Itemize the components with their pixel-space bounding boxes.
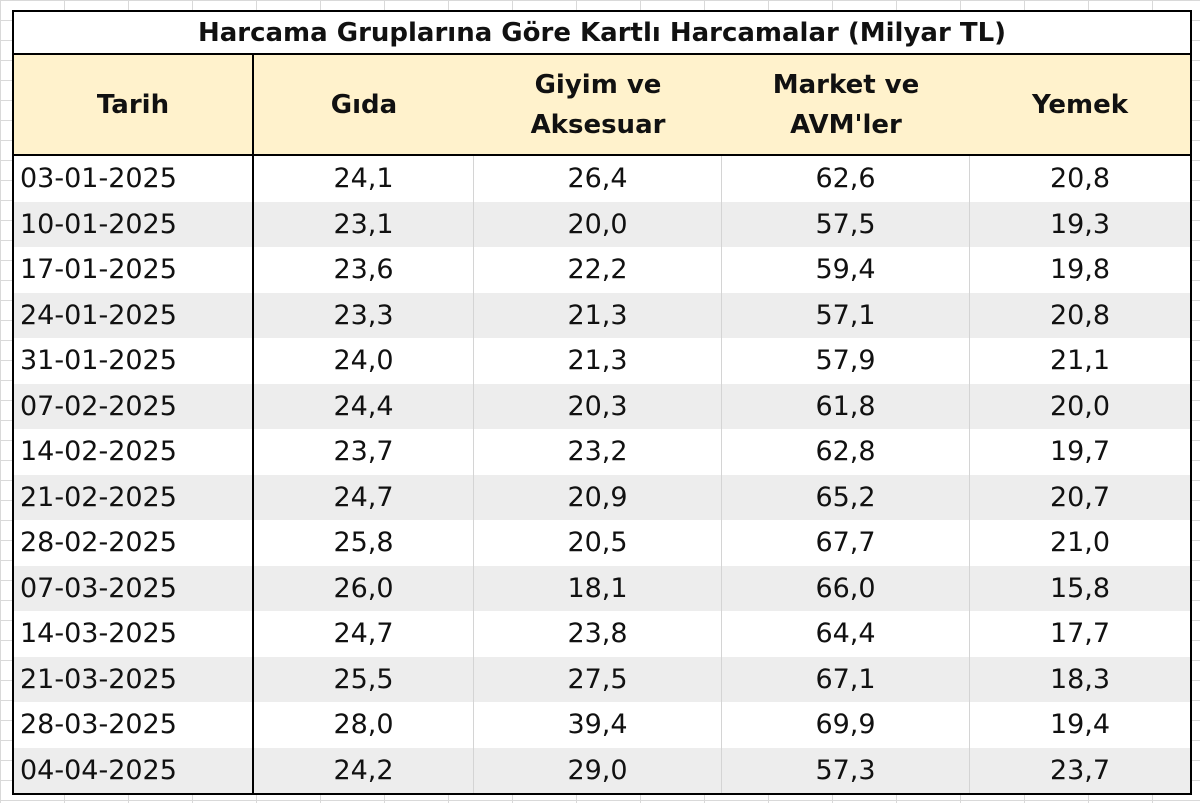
- gida-cell: 24,0: [254, 338, 474, 384]
- gida-cell: 23,1: [254, 201, 474, 247]
- gida-cell: 25,5: [254, 656, 474, 702]
- market-cell: 57,9: [722, 338, 970, 384]
- market-cell: 57,3: [722, 747, 970, 793]
- table-row: 31-01-2025 24,0 21,3 57,9 21,1: [14, 338, 1190, 384]
- table-title: Harcama Gruplarına Göre Kartlı Harcamala…: [14, 12, 1190, 56]
- yemek-cell: 19,8: [1049, 254, 1111, 286]
- date-cell: 14-03-2025: [14, 611, 254, 657]
- header-market-avm: Market ve AVM'ler: [772, 69, 920, 140]
- gida-cell: 26,0: [254, 565, 474, 611]
- table-row: 03-01-2025 24,1 26,4 62,6 20,8: [14, 156, 1190, 202]
- header-row: Tarih Gıda Giyim ve Aksesuar Market ve A…: [14, 55, 1190, 156]
- giyim-cell: 27,5: [474, 656, 722, 702]
- date-cell: 04-04-2025: [14, 747, 254, 793]
- yemek-cell: 23,7: [1049, 754, 1111, 786]
- table-row: 10-01-2025 23,1 20,0 57,5 19,3: [14, 201, 1190, 247]
- date-cell: 31-01-2025: [14, 338, 254, 384]
- giyim-cell: 20,3: [474, 383, 722, 429]
- giyim-cell: 21,3: [474, 292, 722, 338]
- date-cell: 24-01-2025: [14, 292, 254, 338]
- gida-cell: 23,3: [254, 292, 474, 338]
- giyim-cell: 20,9: [474, 474, 722, 520]
- yemek-cell: 20,7: [1049, 481, 1111, 513]
- market-cell: 57,1: [722, 292, 970, 338]
- yemek-cell: 20,8: [1049, 299, 1111, 331]
- yemek-cell: 17,7: [1049, 618, 1111, 650]
- table-row: 21-03-2025 25,5 27,5 67,1 18,3: [14, 656, 1190, 702]
- header-yemek: Yemek: [1031, 89, 1129, 120]
- date-cell: 07-02-2025: [14, 383, 254, 429]
- table-row: 14-03-2025 24,7 23,8 64,4 17,7: [14, 611, 1190, 657]
- table-row: 21-02-2025 24,7 20,9 65,2 20,7: [14, 474, 1190, 520]
- yemek-cell: 20,0: [1049, 390, 1111, 422]
- gida-cell: 25,8: [254, 520, 474, 566]
- header-giyim-aksesuar: Giyim ve Aksesuar: [530, 69, 666, 140]
- gida-cell: 24,2: [254, 747, 474, 793]
- giyim-cell: 23,2: [474, 429, 722, 475]
- date-cell: 14-02-2025: [14, 429, 254, 475]
- giyim-cell: 20,0: [474, 201, 722, 247]
- yemek-cell: 21,1: [1049, 345, 1111, 377]
- table-row: 28-03-2025 28,0 39,4 69,9 19,4: [14, 702, 1190, 748]
- market-cell: 65,2: [722, 474, 970, 520]
- date-cell: 21-03-2025: [14, 656, 254, 702]
- gida-cell: 24,4: [254, 383, 474, 429]
- giyim-cell: 21,3: [474, 338, 722, 384]
- header-tarih: Tarih: [14, 55, 254, 154]
- gida-cell: 24,7: [254, 474, 474, 520]
- giyim-cell: 29,0: [474, 747, 722, 793]
- table-row: 14-02-2025 23,7 23,2 62,8 19,7: [14, 429, 1190, 475]
- table-row: 24-01-2025 23,3 21,3 57,1 20,8: [14, 292, 1190, 338]
- yemek-cell: 19,3: [1049, 208, 1111, 240]
- yemek-cell: 21,0: [1049, 527, 1111, 559]
- market-cell: 67,7: [722, 520, 970, 566]
- market-cell: 57,5: [722, 201, 970, 247]
- date-cell: 07-03-2025: [14, 565, 254, 611]
- date-cell: 03-01-2025: [14, 156, 254, 202]
- yemek-cell: 20,8: [1049, 163, 1111, 195]
- giyim-cell: 22,2: [474, 247, 722, 293]
- table-row: 04-04-2025 24,2 29,0 57,3 23,7: [14, 747, 1190, 793]
- date-cell: 28-03-2025: [14, 702, 254, 748]
- yemek-cell: 19,7: [1049, 436, 1111, 468]
- table-row: 28-02-2025 25,8 20,5 67,7 21,0: [14, 520, 1190, 566]
- spending-table: Harcama Gruplarına Göre Kartlı Harcamala…: [12, 10, 1192, 795]
- market-cell: 64,4: [722, 611, 970, 657]
- gida-cell: 23,7: [254, 429, 474, 475]
- giyim-cell: 20,5: [474, 520, 722, 566]
- market-cell: 67,1: [722, 656, 970, 702]
- gida-cell: 24,7: [254, 611, 474, 657]
- table-row: 07-03-2025 26,0 18,1 66,0 15,8: [14, 565, 1190, 611]
- header-gida: Gıda: [330, 89, 398, 120]
- date-cell: 28-02-2025: [14, 520, 254, 566]
- date-cell: 17-01-2025: [14, 247, 254, 293]
- market-cell: 61,8: [722, 383, 970, 429]
- table-body: 03-01-2025 24,1 26,4 62,6 20,8 10-01-2025 23,1…: [14, 156, 1190, 793]
- table-row: 07-02-2025 24,4 20,3 61,8 20,0: [14, 383, 1190, 429]
- market-cell: 62,8: [722, 429, 970, 475]
- giyim-cell: 23,8: [474, 611, 722, 657]
- yemek-cell: 15,8: [1049, 572, 1111, 604]
- table-row: 17-01-2025 23,6 22,2 59,4 19,8: [14, 247, 1190, 293]
- date-cell: 10-01-2025: [14, 201, 254, 247]
- yemek-cell: 18,3: [1049, 663, 1111, 695]
- gida-cell: 24,1: [254, 156, 474, 202]
- yemek-cell: 19,4: [1049, 709, 1111, 741]
- gida-cell: 23,6: [254, 247, 474, 293]
- market-cell: 66,0: [722, 565, 970, 611]
- giyim-cell: 18,1: [474, 565, 722, 611]
- gida-cell: 28,0: [254, 702, 474, 748]
- market-cell: 69,9: [722, 702, 970, 748]
- market-cell: 59,4: [722, 247, 970, 293]
- giyim-cell: 26,4: [474, 156, 722, 202]
- giyim-cell: 39,4: [474, 702, 722, 748]
- market-cell: 62,6: [722, 156, 970, 202]
- date-cell: 21-02-2025: [14, 474, 254, 520]
